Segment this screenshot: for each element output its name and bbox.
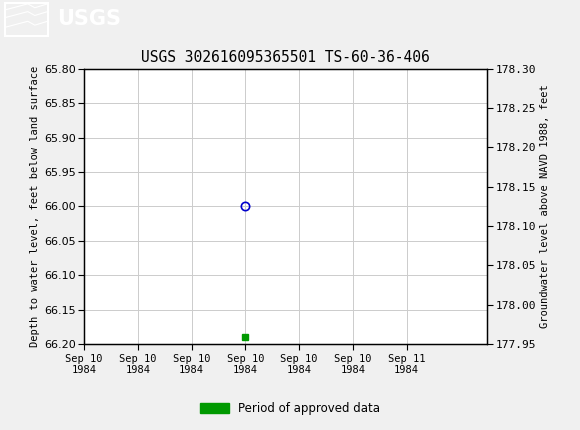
Title: USGS 302616095365501 TS-60-36-406: USGS 302616095365501 TS-60-36-406 — [142, 50, 430, 65]
Legend: Period of approved data: Period of approved data — [195, 397, 385, 420]
Y-axis label: Groundwater level above NAVD 1988, feet: Groundwater level above NAVD 1988, feet — [540, 85, 550, 328]
Y-axis label: Depth to water level, feet below land surface: Depth to water level, feet below land su… — [30, 66, 40, 347]
Text: USGS: USGS — [57, 9, 121, 29]
